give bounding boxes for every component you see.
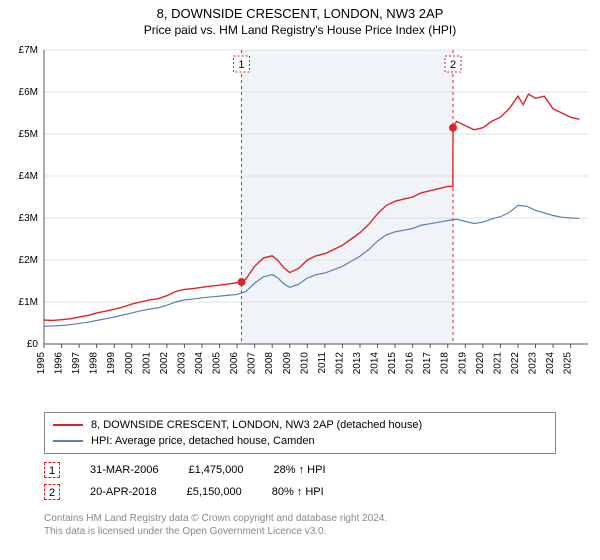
svg-text:2002: 2002 [159,352,170,375]
footer-line: This data is licensed under the Open Gov… [44,525,387,538]
transaction-delta: 80% ↑ HPI [272,486,324,498]
svg-text:2018: 2018 [440,352,451,375]
svg-text:£4M: £4M [19,171,38,182]
svg-text:2021: 2021 [492,352,503,375]
svg-text:£7M: £7M [19,45,38,56]
svg-text:2017: 2017 [422,352,433,375]
transaction-date: 20-APR-2018 [90,486,157,498]
svg-text:£1M: £1M [19,297,38,308]
marker-icon: 1 [44,462,60,478]
svg-text:2019: 2019 [457,352,468,375]
legend: 8, DOWNSIDE CRESCENT, LONDON, NW3 2AP (d… [44,412,556,454]
svg-text:2010: 2010 [299,352,310,375]
svg-text:2020: 2020 [475,352,486,375]
transaction-table: 1 31-MAR-2006 £1,475,000 28% ↑ HPI 2 20-… [44,456,326,500]
svg-text:£2M: £2M [19,255,38,266]
legend-swatch [53,424,83,426]
svg-text:2024: 2024 [545,352,556,375]
svg-text:2014: 2014 [370,352,381,375]
svg-text:2012: 2012 [334,352,345,375]
svg-text:2001: 2001 [141,352,152,375]
svg-text:2022: 2022 [510,352,521,375]
svg-text:£3M: £3M [19,213,38,224]
transaction-delta: 28% ↑ HPI [274,464,326,476]
price-chart: £0 £1M £2M £3M £4M £5M £6M £7M 1995 1996 1997 1998 1… [0,44,600,404]
legend-label: HPI: Average price, detached house, Camd… [91,435,315,447]
transaction-row: 2 20-APR-2018 £5,150,000 80% ↑ HPI [44,484,326,500]
svg-text:2011: 2011 [317,352,328,374]
transaction-date: 31-MAR-2006 [90,464,158,476]
svg-text:1999: 1999 [106,352,117,375]
svg-text:2004: 2004 [194,352,205,375]
legend-item: HPI: Average price, detached house, Camd… [53,433,547,449]
svg-text:2: 2 [450,59,456,71]
svg-text:2015: 2015 [387,352,398,375]
transaction-row: 1 31-MAR-2006 £1,475,000 28% ↑ HPI [44,462,326,478]
svg-text:2008: 2008 [264,352,275,375]
footer-line: Contains HM Land Registry data © Crown c… [44,512,387,525]
legend-item: 8, DOWNSIDE CRESCENT, LONDON, NW3 2AP (d… [53,417,547,433]
svg-text:1997: 1997 [71,352,82,375]
svg-text:2009: 2009 [282,352,293,375]
page-title: 8, DOWNSIDE CRESCENT, LONDON, NW3 2AP [0,0,600,21]
transaction-price: £1,475,000 [188,464,243,476]
svg-text:£5M: £5M [19,129,38,140]
svg-text:£0: £0 [27,339,39,350]
svg-text:1996: 1996 [54,352,65,375]
svg-text:2016: 2016 [405,352,416,375]
page-subtitle: Price paid vs. HM Land Registry's House … [0,21,600,37]
svg-text:1995: 1995 [36,352,47,375]
marker-icon: 2 [44,484,60,500]
svg-text:1998: 1998 [89,352,100,375]
svg-text:2003: 2003 [176,352,187,375]
svg-text:2007: 2007 [247,352,258,375]
legend-swatch [53,440,83,441]
svg-text:2025: 2025 [563,352,574,375]
svg-text:2013: 2013 [352,352,363,375]
svg-text:2005: 2005 [212,352,223,375]
svg-text:2023: 2023 [528,352,539,375]
footer-attribution: Contains HM Land Registry data © Crown c… [44,512,387,538]
svg-text:2006: 2006 [229,352,240,375]
transaction-price: £5,150,000 [187,486,242,498]
legend-label: 8, DOWNSIDE CRESCENT, LONDON, NW3 2AP (d… [91,419,422,431]
svg-text:1: 1 [238,59,244,71]
svg-text:£6M: £6M [19,87,38,98]
svg-text:2000: 2000 [124,352,135,375]
